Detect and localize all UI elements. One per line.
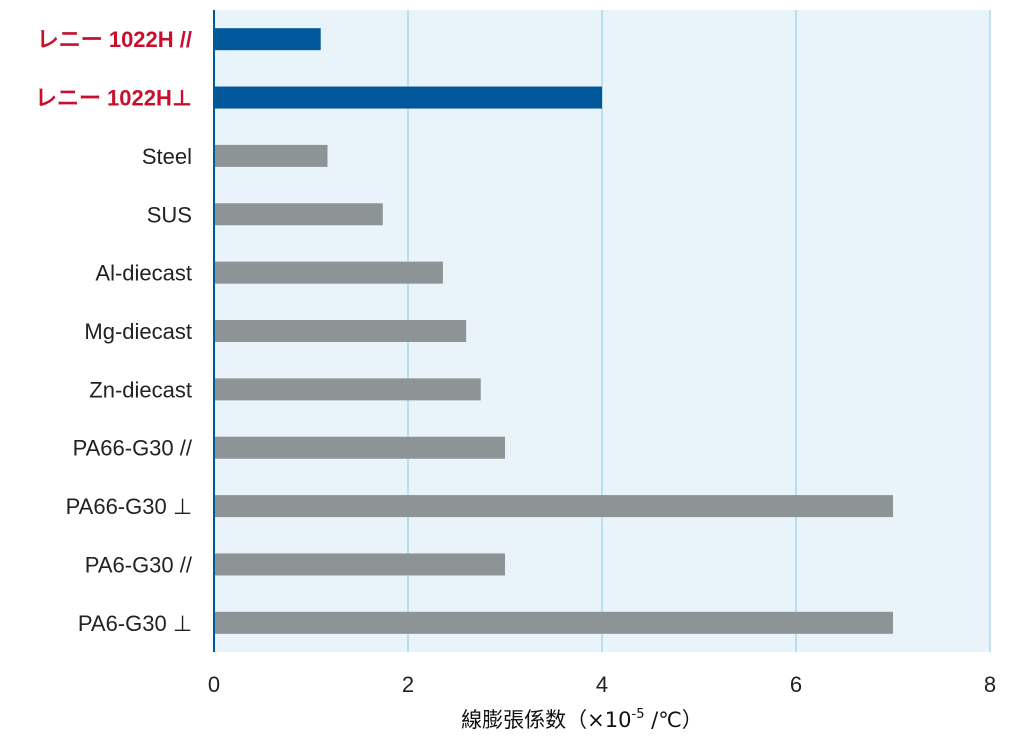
gridlines [407,10,991,652]
bar-8 [214,495,893,518]
category-labels: レニー 1022H // レニー 1022H⊥ Steel SUS Al-diecast… [35,27,193,636]
bar-4 [214,261,443,284]
x-tick-labels: 0 2 4 6 8 [208,672,996,697]
bar-0 [214,28,321,51]
x-tick-label-0: 0 [208,672,220,697]
bar-2 [214,144,328,167]
category-label-8: PA66-G30 ⊥ [66,494,192,519]
bar-9 [214,553,505,576]
x-tick-label-8: 8 [984,672,996,697]
x-axis-title: 線膨張係数（×10-5 /℃） [461,707,703,732]
category-label-6: Zn-diecast [89,377,192,402]
x-axis-title-main: 線膨張係数（×10 [461,708,631,732]
x-tick-label-6: 6 [790,672,802,697]
category-label-7: PA66-G30 // [73,436,193,461]
category-label-2: Steel [142,144,192,169]
bar-1 [214,86,602,109]
bars [214,28,893,634]
x-axis-title-superscript: -5 [632,707,645,722]
category-label-0: レニー 1022H // [37,27,192,52]
x-axis-title-suffix: /℃） [644,708,702,732]
category-label-1: レニー 1022H⊥ [35,86,192,111]
x-tick-label-2: 2 [402,672,414,697]
category-label-9: PA6-G30 // [85,552,193,577]
category-label-3: SUS [147,202,192,227]
bar-3 [214,203,383,226]
bar-6 [214,378,481,401]
category-label-4: Al-diecast [95,261,192,286]
bar-10 [214,611,893,634]
category-label-5: Mg-diecast [84,319,192,344]
category-label-10: PA6-G30 ⊥ [78,611,192,636]
bar-7 [214,436,505,459]
bar-5 [214,320,467,342]
x-tick-label-4: 4 [596,672,608,697]
